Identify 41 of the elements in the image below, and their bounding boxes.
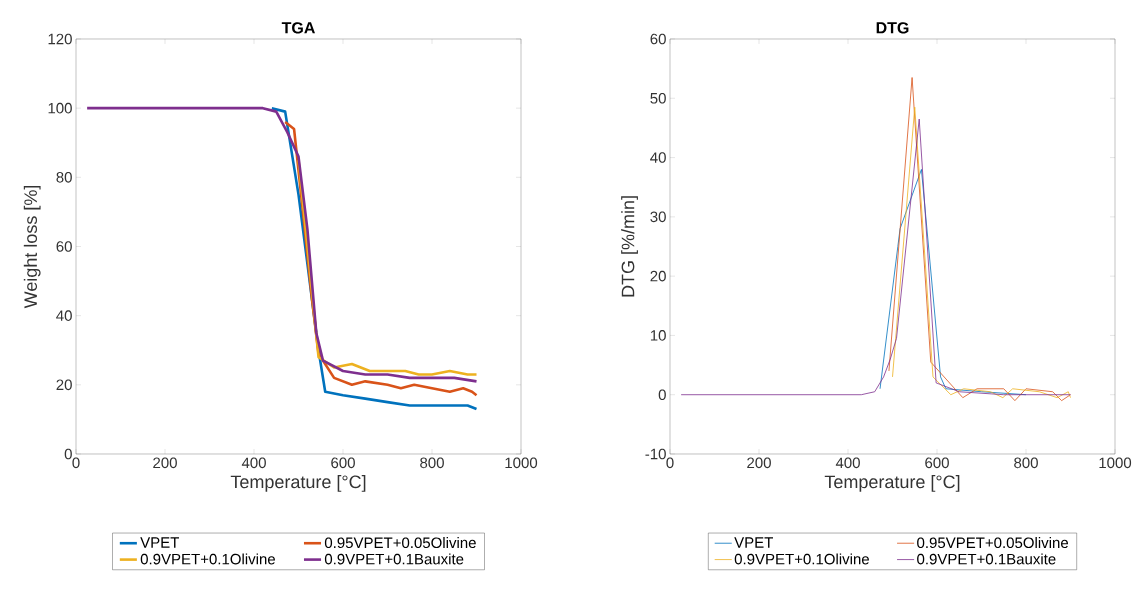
x-tick-label: 400 bbox=[835, 457, 860, 469]
x-tick-label: 600 bbox=[331, 457, 355, 469]
x-axis-title: Temperature [°C] bbox=[230, 475, 366, 492]
legend-label: 0.9VPET+0.1Olivine bbox=[140, 553, 275, 565]
x-tick-label: 400 bbox=[241, 457, 266, 469]
x-axis-title: Temperature [°C] bbox=[824, 475, 960, 492]
y-tick-label: 0 bbox=[64, 448, 72, 460]
y-tick-label: -10 bbox=[645, 448, 666, 460]
x-tick-label: 600 bbox=[925, 457, 949, 469]
y-tick-label: 50 bbox=[650, 92, 666, 104]
x-tick-label: 800 bbox=[1014, 457, 1038, 469]
legend-label: 0.95VPET+0.05Olivine bbox=[324, 537, 476, 549]
x-tick-label: 200 bbox=[153, 457, 177, 469]
y-tick-label: 0 bbox=[658, 389, 666, 401]
y-tick-label: 120 bbox=[48, 33, 72, 45]
x-tick-label: 0 bbox=[72, 457, 80, 469]
legend-label: 0.95VPET+0.05Olivine bbox=[917, 537, 1069, 549]
y-tick-label: 20 bbox=[650, 270, 666, 282]
y-tick-label: 40 bbox=[650, 152, 666, 163]
y-tick-label: 40 bbox=[56, 310, 72, 321]
x-tick-label: 200 bbox=[747, 457, 771, 469]
y-tick-label: 60 bbox=[56, 241, 72, 252]
y-tick-label: 30 bbox=[650, 211, 666, 223]
x-tick-label: 1000 bbox=[505, 457, 538, 469]
y-axis-title: Weight loss [%] bbox=[23, 185, 41, 309]
x-tick-label: 1000 bbox=[1099, 457, 1132, 469]
legend-label: 0.9VPET+0.1Bauxite bbox=[917, 553, 1056, 565]
chart-title: TGA bbox=[281, 22, 315, 34]
y-tick-label: 20 bbox=[56, 379, 72, 391]
y-tick-label: 80 bbox=[56, 172, 72, 183]
x-tick-label: 800 bbox=[420, 457, 444, 469]
legend-label: VPET bbox=[734, 537, 773, 548]
y-tick-label: 60 bbox=[650, 33, 666, 45]
legend-label: 0.9VPET+0.1Bauxite bbox=[324, 553, 464, 565]
chart-title: DTG bbox=[876, 22, 909, 34]
y-axis-title: DTG [%/min] bbox=[621, 196, 638, 297]
legend-label: VPET bbox=[140, 537, 180, 548]
y-tick-label: 100 bbox=[48, 102, 72, 114]
y-tick-label: 10 bbox=[650, 330, 666, 341]
x-tick-label: 0 bbox=[666, 457, 674, 469]
legend-label: 0.9VPET+0.1Olivine bbox=[734, 553, 869, 565]
